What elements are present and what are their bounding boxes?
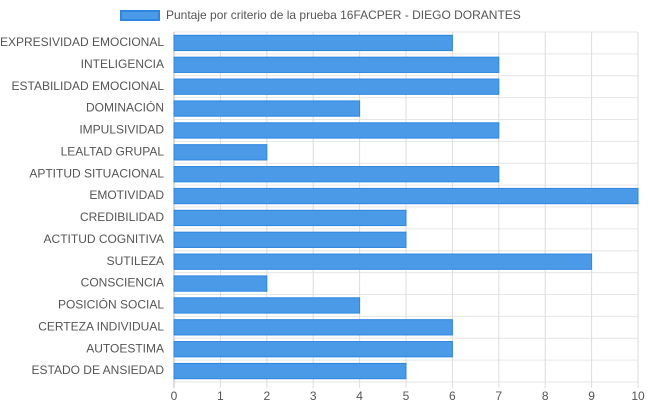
bar[interactable] xyxy=(173,297,361,314)
bar[interactable] xyxy=(173,166,500,183)
category-label: IMPULSIVIDAD xyxy=(79,123,164,137)
bar[interactable] xyxy=(173,78,500,95)
category-label: EMOTIVIDAD xyxy=(89,188,164,202)
legend-swatch xyxy=(120,9,160,21)
x-tick-label: 8 xyxy=(542,389,549,403)
x-tick-label: 6 xyxy=(449,389,456,403)
bar[interactable] xyxy=(173,56,500,73)
category-label: ESTADO DE ANSIEDAD xyxy=(32,363,165,377)
category-label: CONSCIENCIA xyxy=(81,276,164,290)
bar[interactable] xyxy=(173,144,268,161)
category-label: SUTILEZA xyxy=(107,254,164,268)
category-label: APTITUD SITUACIONAL xyxy=(29,166,164,180)
chart-legend[interactable]: Puntaje por criterio de la prueba 16FACP… xyxy=(120,6,521,24)
x-tick-label: 0 xyxy=(171,389,178,403)
bar[interactable] xyxy=(173,275,268,292)
bar[interactable] xyxy=(173,341,453,358)
category-label: DOMINACIÓN xyxy=(86,100,164,115)
x-tick-label: 2 xyxy=(263,389,270,403)
category-label: EXPRESIVIDAD EMOCIONAL xyxy=(0,35,164,49)
category-label: POSICIÓN SOCIAL xyxy=(58,297,164,312)
x-tick-label: 1 xyxy=(217,389,224,403)
legend-label: Puntaje por criterio de la prueba 16FACP… xyxy=(166,8,521,22)
category-label: ESTABILIDAD EMOCIONAL xyxy=(12,79,165,93)
bar[interactable] xyxy=(173,34,453,52)
bar[interactable] xyxy=(173,100,361,117)
x-tick-label: 5 xyxy=(403,389,410,403)
category-label: CERTEZA INDIVIDUAL xyxy=(38,319,164,333)
x-tick-label: 3 xyxy=(310,389,317,403)
category-label: INTELIGENCIA xyxy=(81,57,164,71)
bar[interactable] xyxy=(173,231,407,248)
x-tick-label: 7 xyxy=(495,389,502,403)
category-label: AUTOESTIMA xyxy=(86,341,164,355)
bar[interactable] xyxy=(173,253,593,270)
bar[interactable] xyxy=(173,122,500,139)
category-label: ACTITUD COGNITIVA xyxy=(44,232,164,246)
bar[interactable] xyxy=(173,209,407,227)
x-tick-label: 4 xyxy=(356,389,363,403)
x-tick-label: 10 xyxy=(631,389,645,403)
category-label: CREDIBILIDAD xyxy=(80,210,164,224)
category-label: LEALTAD GRUPAL xyxy=(61,144,165,158)
bar[interactable] xyxy=(173,362,407,380)
bar[interactable] xyxy=(173,187,639,205)
x-tick-label: 9 xyxy=(588,389,595,403)
bar[interactable] xyxy=(173,319,453,336)
